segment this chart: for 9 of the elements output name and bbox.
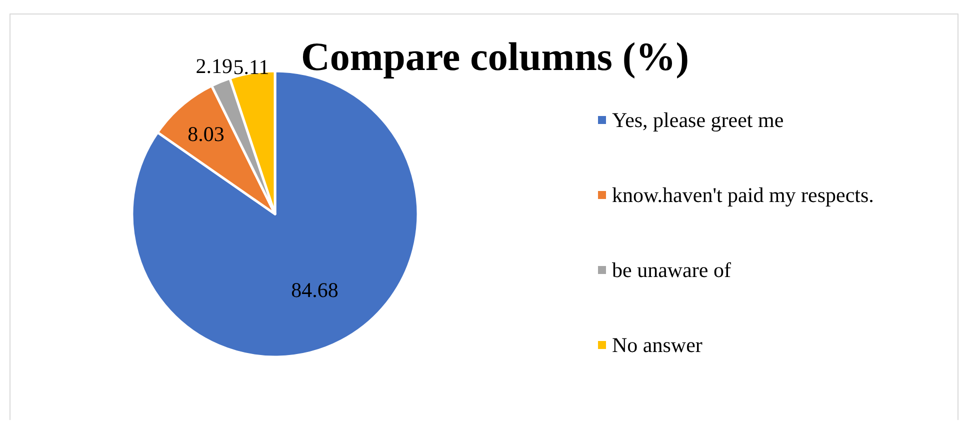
legend-label: Yes, please greet me (612, 108, 784, 132)
data-label: 5.11 (233, 55, 270, 80)
data-label: 2.19 (196, 54, 233, 78)
data-label: 84.68 (291, 278, 338, 302)
legend-label: be unaware of (612, 258, 731, 282)
data-label: 8.03 (188, 122, 224, 146)
legend-label: know.haven't paid my respects. (612, 183, 874, 207)
chart-title: Compare columns (%) (300, 34, 690, 79)
legend-label: No answer (612, 333, 702, 357)
